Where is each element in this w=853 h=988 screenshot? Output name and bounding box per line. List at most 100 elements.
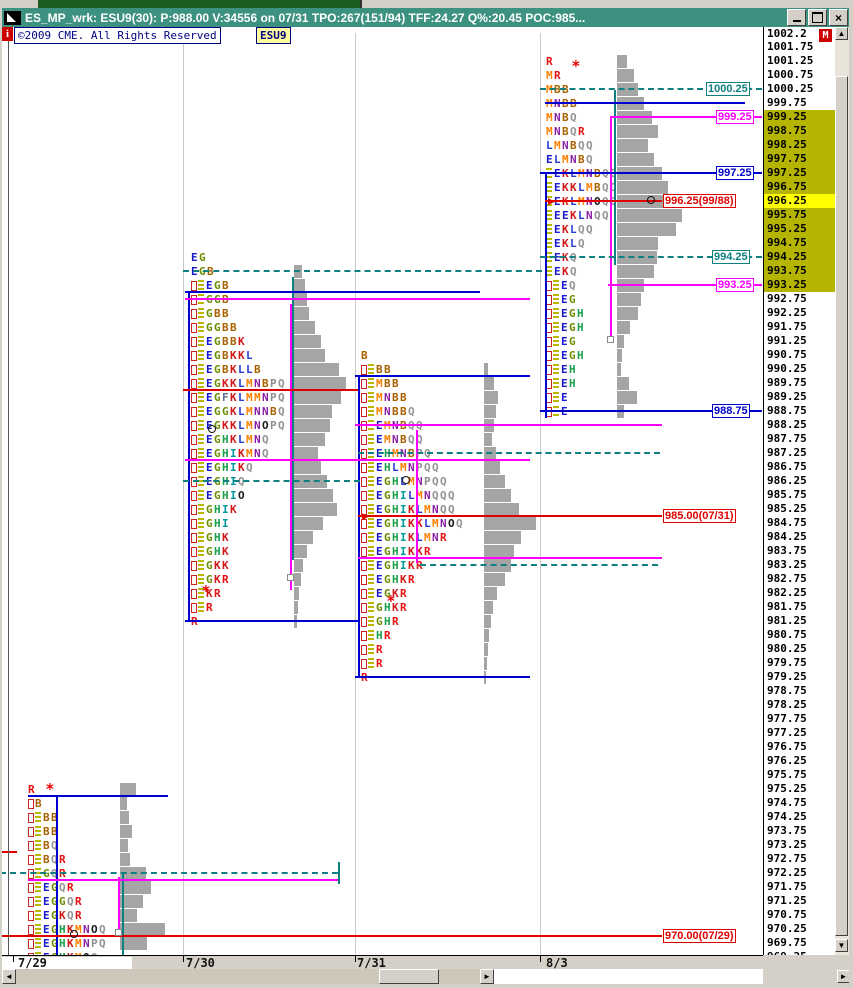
- price-level-line[interactable]: [358, 452, 660, 454]
- vertical-scrollbar[interactable]: ▲ ▼: [835, 27, 849, 955]
- price-level-label[interactable]: 970.00(07/29): [663, 929, 736, 943]
- price-level-line[interactable]: [540, 256, 762, 258]
- price-level-line[interactable]: [420, 564, 658, 566]
- price-level-line[interactable]: [185, 291, 480, 293]
- tpo-letter: E: [376, 517, 383, 530]
- price-level-line[interactable]: [358, 515, 662, 517]
- scroll-up-button[interactable]: ▲: [835, 27, 848, 40]
- price-level-line[interactable]: [2, 851, 17, 853]
- price-level-label[interactable]: 996.25(99/88): [663, 194, 736, 208]
- price-scale-row: 992.75: [767, 292, 807, 305]
- tpo-letter: H: [222, 461, 229, 474]
- tpo-single-print-box: [28, 952, 34, 955]
- price-level-label[interactable]: 1000.25: [706, 82, 750, 96]
- horizontal-scroll-thumb[interactable]: [379, 969, 439, 984]
- price-level-line[interactable]: [2, 872, 338, 874]
- vertical-reference-line[interactable]: [358, 377, 360, 678]
- tpo-letter: B: [570, 139, 577, 152]
- scroll-down-button[interactable]: ▼: [835, 939, 848, 952]
- tpo-letter: H: [222, 489, 229, 502]
- tpo-letter: B: [384, 377, 391, 390]
- tpo-single-print-box: [191, 574, 197, 585]
- price-level-label[interactable]: 988.75: [712, 404, 750, 418]
- price-level-line[interactable]: [358, 557, 662, 559]
- maximize-button[interactable]: [808, 9, 827, 26]
- vertical-reference-line[interactable]: [614, 90, 616, 265]
- asterisk-marker: *: [202, 582, 210, 600]
- tpo-letter: I: [230, 447, 237, 460]
- price-level-label[interactable]: 999.25: [716, 110, 754, 124]
- tpo-letter: P: [424, 475, 431, 488]
- price-level-line[interactable]: [608, 284, 762, 286]
- tpo-open-marks: [368, 643, 374, 656]
- tpo-letter: K: [222, 559, 229, 572]
- price-level-line[interactable]: [28, 879, 338, 881]
- marker-badge[interactable]: M: [819, 29, 832, 42]
- scroll-right-button[interactable]: ►: [480, 969, 494, 984]
- tpo-single-print-box: [361, 518, 367, 529]
- price-pane-scrollbar[interactable]: ►: [763, 969, 851, 984]
- tpo-letter: L: [546, 139, 553, 152]
- line-drag-handle[interactable]: [607, 336, 614, 343]
- price-level-line[interactable]: [183, 480, 360, 482]
- volume-bar: [484, 517, 536, 530]
- vertical-reference-line[interactable]: [610, 116, 612, 340]
- price-level-line[interactable]: [545, 102, 745, 104]
- price-level-label[interactable]: 993.25: [716, 278, 754, 292]
- line-drag-handle[interactable]: [115, 929, 122, 936]
- tpo-letter: L: [238, 419, 245, 432]
- price-level-label[interactable]: 994.25: [712, 250, 750, 264]
- price-level-line[interactable]: [183, 270, 542, 272]
- price-level-line[interactable]: [540, 88, 762, 90]
- vertical-reference-line[interactable]: [416, 430, 418, 563]
- vertical-reference-line[interactable]: [290, 304, 292, 590]
- price-level-line[interactable]: [610, 116, 762, 118]
- price-level-line[interactable]: [540, 172, 762, 174]
- tpo-letter: M: [546, 111, 553, 124]
- vertical-scroll-thumb[interactable]: [835, 76, 848, 936]
- minimize-button[interactable]: [787, 9, 806, 26]
- vertical-reference-line[interactable]: [118, 877, 120, 936]
- symbol-badge[interactable]: ESU9: [256, 27, 291, 44]
- price-level-line[interactable]: [355, 375, 530, 377]
- scroll-left-button[interactable]: ◄: [2, 969, 16, 984]
- price-level-label[interactable]: 997.25: [716, 166, 754, 180]
- tpo-letter: M: [424, 531, 431, 544]
- tpo-open-marks: [35, 923, 41, 936]
- line-drag-handle[interactable]: [287, 574, 294, 581]
- vertical-reference-line[interactable]: [122, 874, 124, 955]
- price-level-line[interactable]: [185, 298, 530, 300]
- price-level-line[interactable]: [185, 620, 358, 622]
- tpo-open-marks: [368, 475, 374, 488]
- price-level-line[interactable]: [2, 935, 662, 937]
- price-level-label[interactable]: 985.00(07/31): [663, 509, 736, 523]
- vertical-reference-line[interactable]: [188, 293, 190, 621]
- price-scale-row: 980.75: [767, 628, 807, 641]
- price-level-line[interactable]: [540, 410, 762, 412]
- tpo-letter: G: [384, 587, 391, 600]
- horizontal-scrollbar[interactable]: ◄ ►: [2, 969, 494, 984]
- tpo-open-marks: [35, 811, 41, 824]
- price-level-line[interactable]: [355, 424, 662, 426]
- vertical-reference-line[interactable]: [545, 174, 547, 418]
- price-level-line[interactable]: [355, 676, 530, 678]
- vertical-reference-line[interactable]: [292, 277, 294, 560]
- tpo-single-print-box: [361, 490, 367, 501]
- vertical-reference-line[interactable]: [338, 862, 340, 884]
- titlebar[interactable]: ES_MP_wrk: ESU9(30): P:988.00 V:34556 on…: [2, 8, 851, 27]
- vertical-reference-line[interactable]: [56, 795, 58, 955]
- tpo-single-print-box: [28, 812, 34, 823]
- price-level-line[interactable]: [545, 200, 662, 202]
- tpo-letter: Q: [586, 153, 593, 166]
- price-scale-pane[interactable]: 1002.2 1001.75 1001.25 1000.75 1000.25 999.75…: [763, 27, 836, 955]
- price-scale-row: 991.75: [767, 320, 807, 333]
- info-icon[interactable]: i: [2, 27, 13, 41]
- tpo-letter: K: [562, 265, 569, 278]
- price-level-line[interactable]: [28, 795, 168, 797]
- price-level-line[interactable]: [185, 459, 530, 461]
- price-level-line[interactable]: [183, 389, 358, 391]
- tpo-letter: M: [254, 391, 261, 404]
- close-button[interactable]: ×: [829, 9, 848, 26]
